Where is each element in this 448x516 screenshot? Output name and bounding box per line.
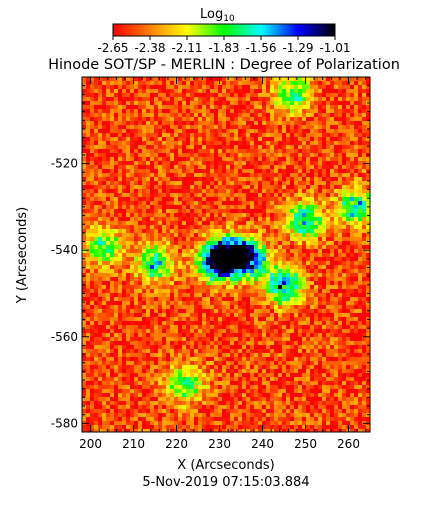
colorbar-tick-label: -2.65 [97, 41, 128, 55]
y-axis-label: Y (Arcseconds) [15, 207, 30, 304]
colorbar-tick-label: -1.83 [208, 41, 239, 55]
y-tick-label: -580 [51, 416, 78, 430]
x-tick-label: 210 [122, 437, 145, 451]
y-tick-label: -560 [51, 330, 78, 344]
y-tick-label: -520 [51, 157, 78, 171]
x-tick-label: 260 [337, 437, 360, 451]
colorbar-tick-label: -2.38 [134, 41, 165, 55]
colorbar-tick-label: -1.56 [245, 41, 276, 55]
x-tick-label: 220 [165, 437, 188, 451]
x-axis-label: X (Arcseconds) [177, 458, 274, 473]
y-tick-label: -540 [51, 243, 78, 257]
heatmap-image [82, 77, 370, 433]
x-tick-label: 240 [251, 437, 274, 451]
observation-date: 5-Nov-2019 07:15:03.884 [142, 475, 309, 490]
colorbar-label: Log10 [200, 7, 235, 24]
colorbar: Log10 -2.65 -2.38 -2.11 -1.83 -1.56 -1.29 -1.0… [97, 7, 350, 55]
colorbar-tick-label: -2.11 [171, 41, 202, 55]
x-tick-label: 250 [294, 437, 317, 451]
chart-title: Hinode SOT/SP - MERLIN : Degree of Polar… [48, 57, 400, 73]
colorbar-tick-label: -1.29 [282, 41, 313, 55]
x-tick-label: 200 [79, 437, 102, 451]
colorbar-gradient [113, 24, 335, 36]
colorbar-tick-label: -1.01 [319, 41, 350, 55]
x-tick-label: 230 [208, 437, 231, 451]
